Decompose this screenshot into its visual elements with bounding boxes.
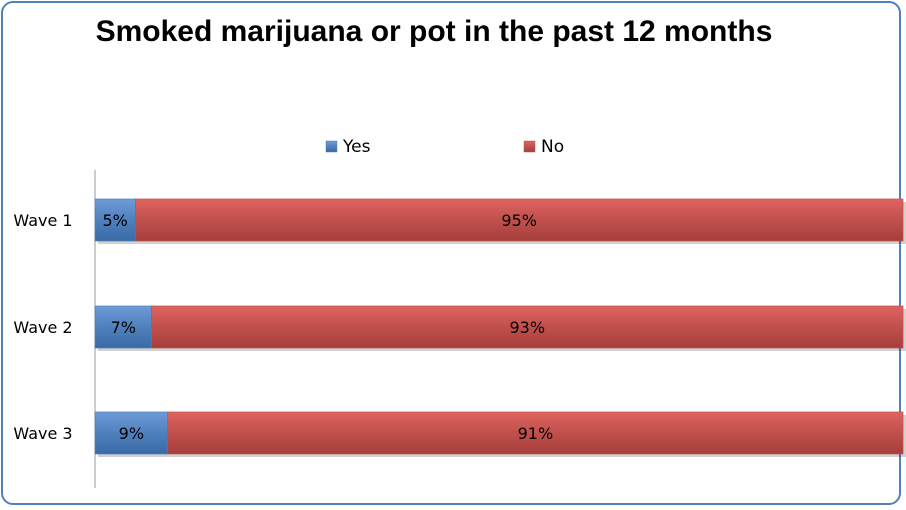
legend-swatch (325, 140, 338, 153)
category-label: Wave 2 (13, 318, 72, 337)
bar-no-wave-1 (135, 198, 904, 242)
bar-yes-wave-2 (94, 305, 152, 349)
data-label-no-wave-1: 95% (501, 211, 537, 230)
bars-group: 5% 95% 7% 93% 9% 91% (94, 198, 906, 457)
legend-item-no: No (523, 137, 564, 157)
bar-yes-wave-3 (94, 411, 169, 455)
bar-yes-wave-1 (94, 198, 136, 242)
data-label-yes-wave-3: 9% (119, 424, 144, 443)
bar-no-wave-3 (167, 411, 904, 455)
data-label-no-wave-3: 91% (518, 424, 554, 443)
category-labels: Wave 1 Wave 2 Wave 3 (13, 211, 72, 443)
category-label: Wave 3 (13, 424, 72, 443)
chart-title: Smoked marijuana or pot in the past 12 m… (95, 15, 773, 48)
legend-swatch (523, 140, 536, 153)
legend-item-yes: Yes (325, 137, 371, 157)
data-label-yes-wave-1: 5% (103, 211, 128, 230)
category-label: Wave 1 (13, 211, 72, 230)
data-label-no-wave-2: 93% (509, 318, 545, 337)
data-label-yes-wave-2: 7% (111, 318, 136, 337)
bar-no-wave-2 (151, 305, 904, 349)
legend-label: No (541, 137, 564, 157)
legend-label: Yes (342, 137, 371, 157)
legend: Yes No (325, 137, 564, 157)
